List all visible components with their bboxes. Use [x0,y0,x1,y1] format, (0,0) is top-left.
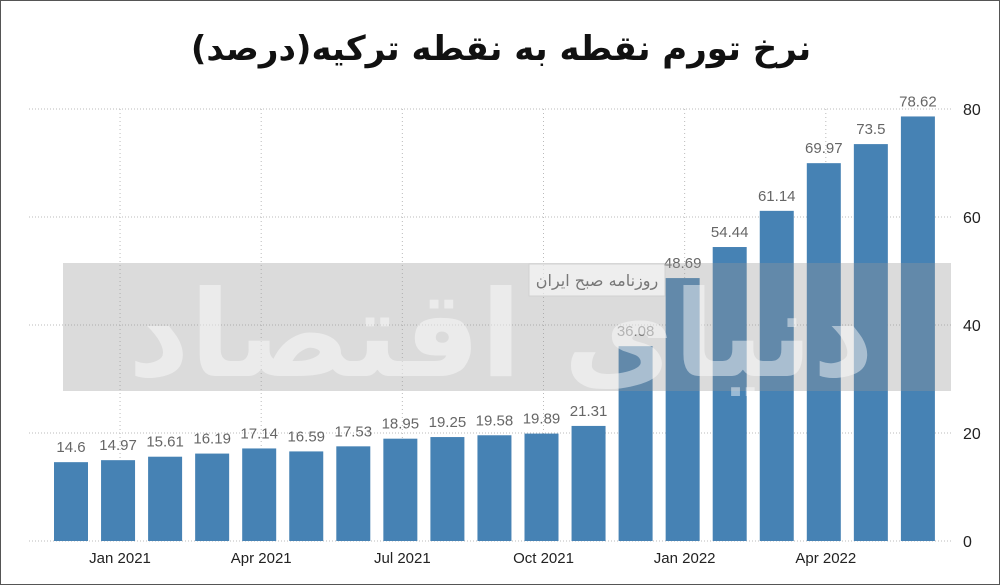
watermark-tagline: روزنامه صبح ایران [536,271,659,291]
bar-may-2021 [289,451,324,541]
value-label: 21.31 [570,403,608,420]
bar-apr-2022 [806,163,841,542]
value-label: 18.95 [382,416,420,433]
bar-jan-2022 [665,278,700,541]
bar-sep-2021 [477,435,512,541]
watermark-band [63,263,951,391]
x-tick-label: Apr 2021 [231,550,292,567]
y-tick-label: 80 [963,102,981,119]
bar-jun-2022 [900,116,935,542]
bar-aug-2021 [430,437,465,541]
value-label: 17.14 [240,425,278,442]
x-tick-label: Apr 2022 [795,550,856,567]
bar-mar-2022 [759,210,794,541]
value-label: 14.97 [99,437,137,454]
bar-mar-2021 [195,453,230,541]
value-label: 17.53 [335,423,373,440]
y-tick-label: 40 [963,318,981,335]
bar-feb-2021 [148,456,183,541]
chart-title: نرخ تورم نقطه به نقطه ترکیه(درصد) [190,29,812,69]
bar-jan-2021 [101,460,136,541]
value-label: 15.61 [146,434,184,451]
bar-apr-2021 [242,448,277,541]
value-label: 14.6 [56,439,85,456]
y-tick-label: 20 [963,426,981,443]
value-label: 16.59 [287,428,325,445]
x-tick-label: Jan 2022 [654,550,716,567]
bar-oct-2021 [524,433,559,541]
axes: 0 20 40 60 80 Jan 2021 Apr 2021 Jul 2021 Oct 202… [89,102,981,567]
value-label: 19.58 [476,412,514,429]
bar-feb-2022 [712,247,747,542]
value-label: 16.19 [193,431,231,448]
value-label: 48.69 [664,255,702,272]
value-label: 69.97 [805,140,843,157]
y-tick-label: 60 [963,210,981,227]
bar-may-2022 [853,144,888,541]
watermark-logo: دنیای اقتصاد [128,266,874,405]
x-tick-label: Jul 2021 [374,550,431,567]
value-label: 73.5 [856,121,885,138]
value-label: 61.14 [758,188,796,205]
value-label: 78.62 [899,93,937,110]
x-tick-label: Oct 2021 [513,550,574,567]
watermark: دنیای اقتصاد روزنامه صبح ایران [63,263,951,405]
bars [54,116,935,542]
value-label: 19.25 [429,414,467,431]
value-label: 19.89 [523,411,561,428]
value-label: 54.44 [711,224,749,241]
bar-jul-2021 [383,438,418,541]
value-labels: 14.6 14.97 15.61 16.19 17.14 16.59 17.53 18.95 1… [56,93,936,456]
bar-jun-2021 [336,446,371,541]
bar-dec-2020 [54,462,88,541]
bar-dec-2021 [618,346,653,541]
x-tick-label: Jan 2021 [89,550,151,567]
bar-nov-2021 [571,425,606,541]
y-tick-label: 0 [963,534,972,551]
value-label: 36.08 [617,323,655,340]
